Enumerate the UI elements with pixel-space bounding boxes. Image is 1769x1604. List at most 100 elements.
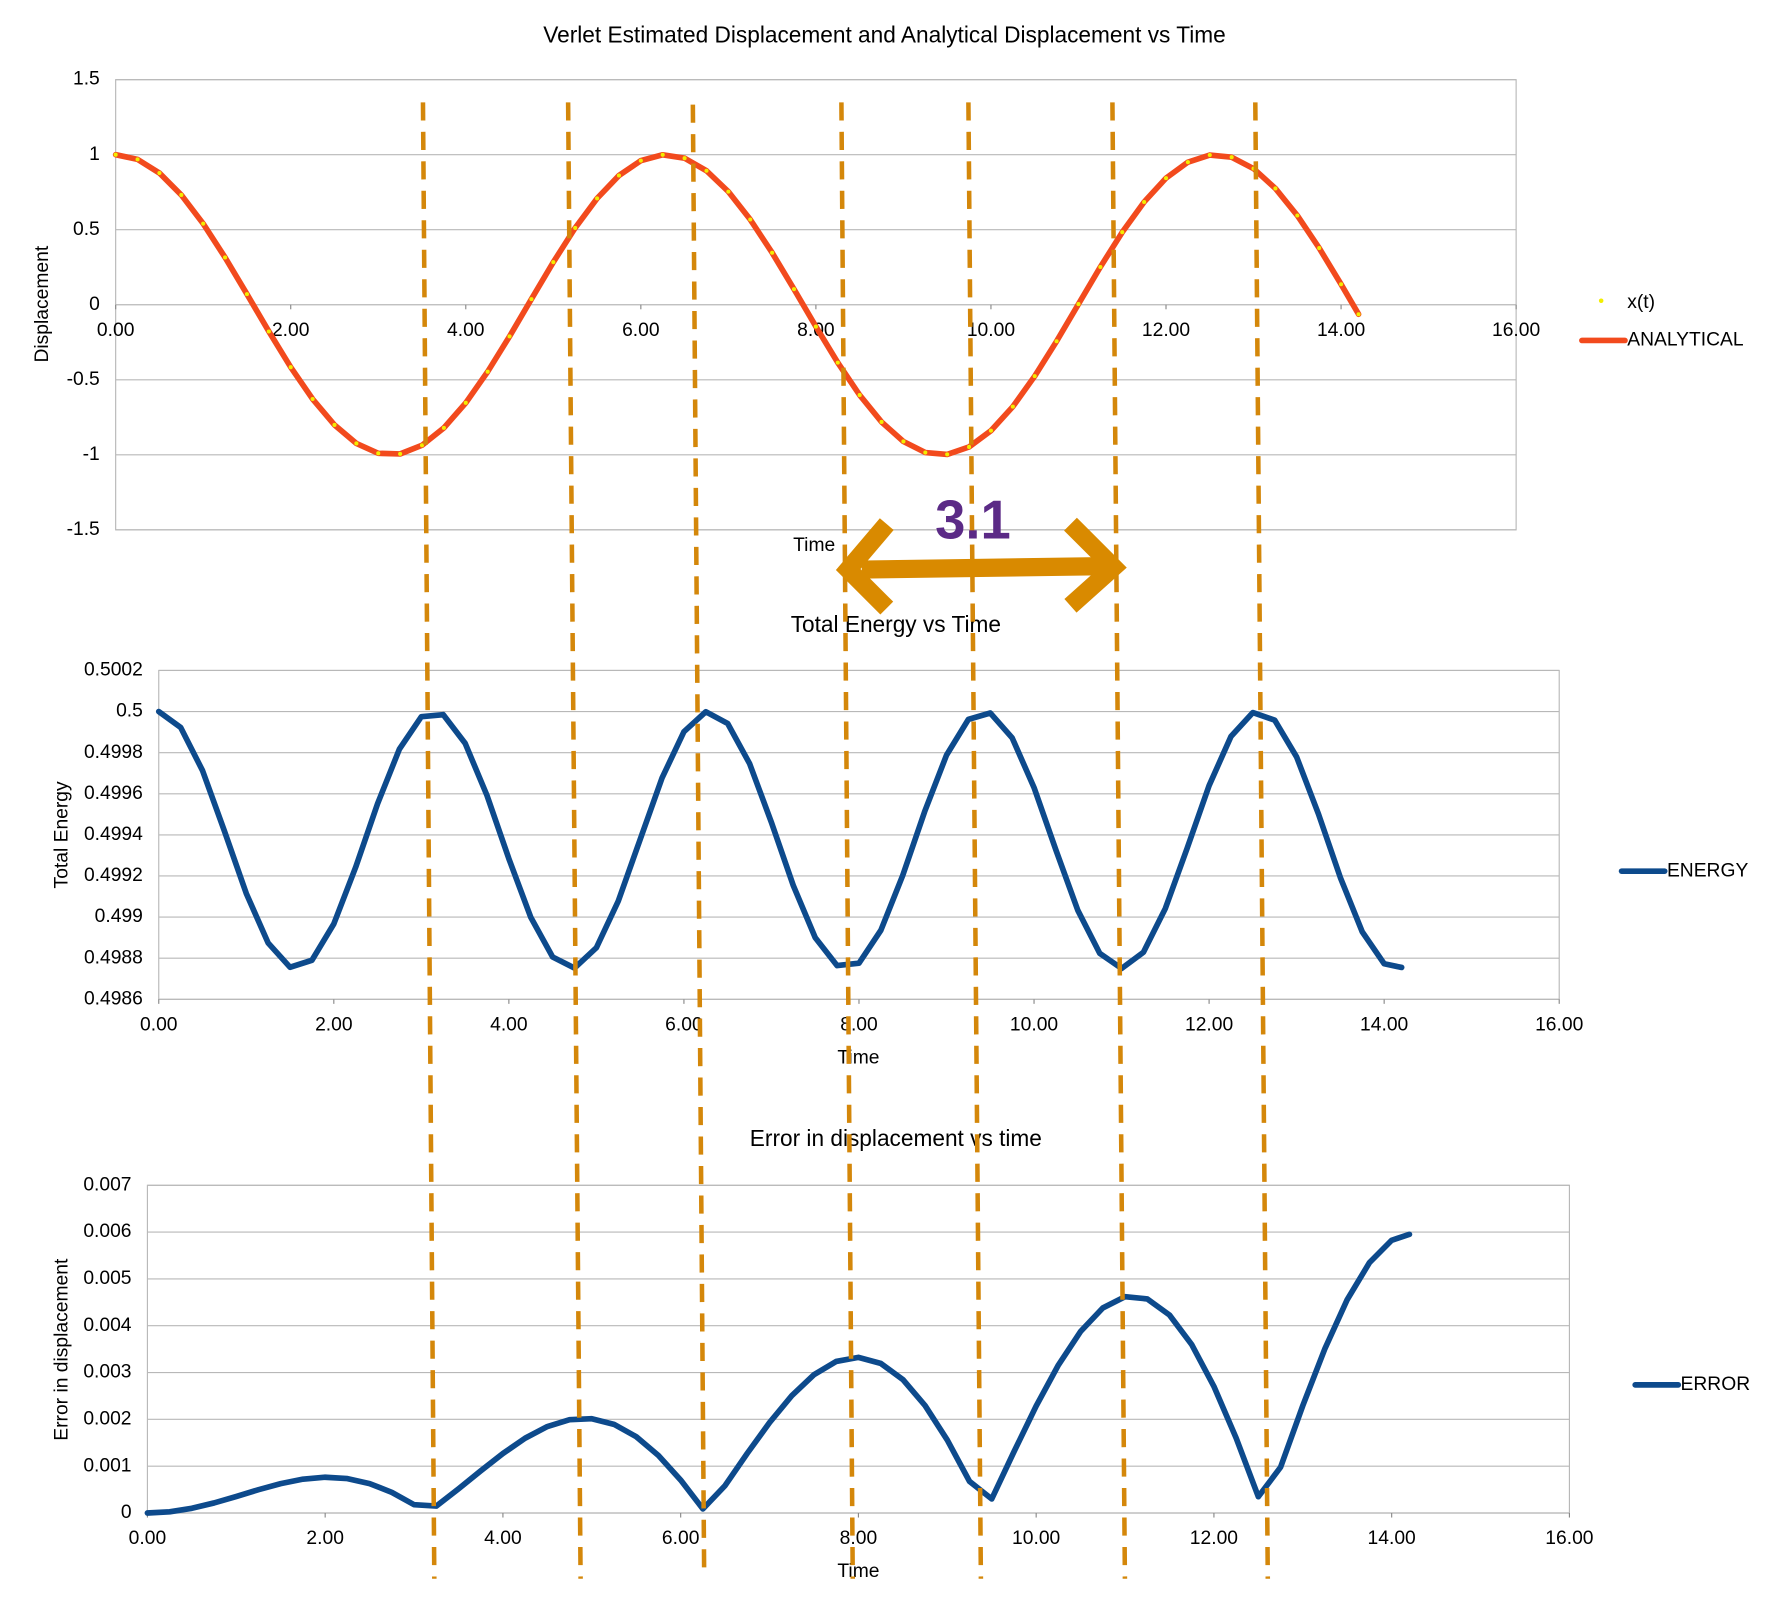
plots: 1.5 1 0.5 0 -0.5 -1 -1.5 0.00 2.00 4.00 6.00 8.00 10…: [32, 22, 1750, 1583]
data-point: [967, 444, 972, 449]
y-tick-label: 0: [89, 294, 100, 315]
y-tick-label: 0.003: [83, 1362, 131, 1383]
data-point: [595, 196, 600, 201]
y-tick-label: 0.4998: [84, 742, 143, 763]
x-axis-label: Time: [793, 535, 835, 556]
x-tick-label: 6.00: [622, 320, 660, 341]
x-tick-label: 4.00: [484, 1528, 522, 1549]
legend-label: ENERGY: [1667, 860, 1749, 881]
data-point: [923, 450, 928, 455]
legend-label: ERROR: [1681, 1374, 1751, 1395]
y-axis-label: Total Energy: [51, 781, 72, 888]
y-tick-label: 0.006: [83, 1221, 131, 1242]
data-point: [529, 297, 534, 302]
x-tick-label: 12.00: [1185, 1014, 1233, 1035]
guide-line: [565, 102, 583, 1579]
x-tick-label: 16.00: [1535, 1014, 1583, 1035]
data-point: [1142, 199, 1147, 205]
data-point: [1356, 312, 1361, 317]
x-tick-label: 4.00: [490, 1014, 527, 1035]
y-tick-label: 0.007: [83, 1174, 131, 1195]
data-point: [419, 443, 425, 448]
data-point: [157, 171, 162, 176]
data-point: [288, 365, 293, 370]
guide-line: [839, 102, 856, 1579]
x-tick-label: 8.00: [840, 1014, 878, 1035]
data-point: [1098, 264, 1103, 270]
data-point: [726, 189, 731, 194]
chart-title: Error in displacement vs time: [750, 1125, 1042, 1151]
data-point: [551, 260, 556, 265]
data-point: [1032, 374, 1037, 379]
data-point: [113, 152, 118, 157]
plot-area: [146, 1184, 1570, 1514]
arrow-shaft: [861, 557, 1106, 579]
data-point: [660, 152, 665, 157]
data-point: [1339, 282, 1344, 287]
data-line: [112, 151, 1362, 458]
data-point: [1054, 339, 1059, 344]
data-point: [1317, 246, 1322, 251]
data-point: [1076, 302, 1081, 307]
annotation: 3.1: [935, 490, 1011, 551]
y-tick-label: 0: [121, 1502, 132, 1523]
x-tick-label: 0.00: [97, 320, 135, 341]
chart-title: Verlet Estimated Displacement and Analyt…: [543, 22, 1226, 48]
data-point: [179, 192, 184, 197]
data-point: [1273, 186, 1278, 191]
y-axis-label: Displacement: [32, 245, 53, 362]
x-tick-label: 12.00: [1142, 320, 1190, 341]
data-point: [616, 173, 621, 178]
x-tick-label: 16.00: [1545, 1528, 1593, 1549]
x-tick-label: 10.00: [967, 320, 1015, 341]
data-point: [266, 329, 271, 334]
x-tick-label: 14.00: [1360, 1014, 1408, 1035]
y-axis-label: Error in displacement: [51, 1258, 72, 1441]
x-tick-label: 10.00: [1012, 1528, 1060, 1549]
x-tick-label: 14.00: [1317, 320, 1365, 341]
data-point: [1010, 404, 1015, 409]
y-tick-label: 0.005: [83, 1268, 131, 1289]
data-point: [791, 287, 797, 292]
guide-line: [966, 102, 984, 1579]
data-point: [857, 393, 862, 398]
y-tick-label: 0.002: [83, 1408, 131, 1429]
x-tick-label: 6.00: [662, 1528, 700, 1549]
x-tick-label: 2.00: [272, 320, 310, 341]
y-tick-label: 0.4986: [84, 988, 143, 1009]
data-point: [1295, 213, 1300, 218]
x-axis-label: Time: [837, 1047, 879, 1068]
legend-swatch: [1598, 298, 1604, 304]
y-tick-label: 0.001: [83, 1455, 131, 1476]
data-point: [376, 451, 381, 456]
data-point: [463, 400, 468, 405]
x-tick-label: 0.00: [140, 1014, 178, 1035]
x-tick-label: 8.00: [840, 1528, 878, 1549]
x-tick-label: 2.00: [306, 1528, 344, 1549]
data-point: [813, 324, 818, 329]
y-tick-label: 1: [89, 144, 100, 165]
arrow-head: [1064, 517, 1127, 613]
x-tick-label: 10.00: [1010, 1014, 1058, 1035]
y-tick-label: 0.5: [73, 219, 100, 240]
data-point: [835, 360, 840, 365]
data-point: [704, 168, 709, 173]
data-point: [748, 217, 753, 222]
y-tick-label: 0.4992: [84, 865, 143, 886]
data-point: [901, 439, 906, 444]
data-point: [398, 451, 403, 456]
data-point: [1207, 152, 1212, 158]
data-point: [638, 158, 643, 163]
data-point: [485, 369, 490, 374]
period-arrow: [835, 517, 1127, 615]
data-point: [573, 225, 578, 230]
guide-line: [420, 102, 437, 1579]
data-point: [354, 441, 359, 446]
data-point: [507, 334, 512, 339]
x-tick-label: 2.00: [315, 1014, 352, 1035]
chart-title: Total Energy vs Time: [791, 611, 1001, 637]
guide-line: [1253, 102, 1271, 1579]
x-tick-label: 4.00: [447, 320, 485, 341]
